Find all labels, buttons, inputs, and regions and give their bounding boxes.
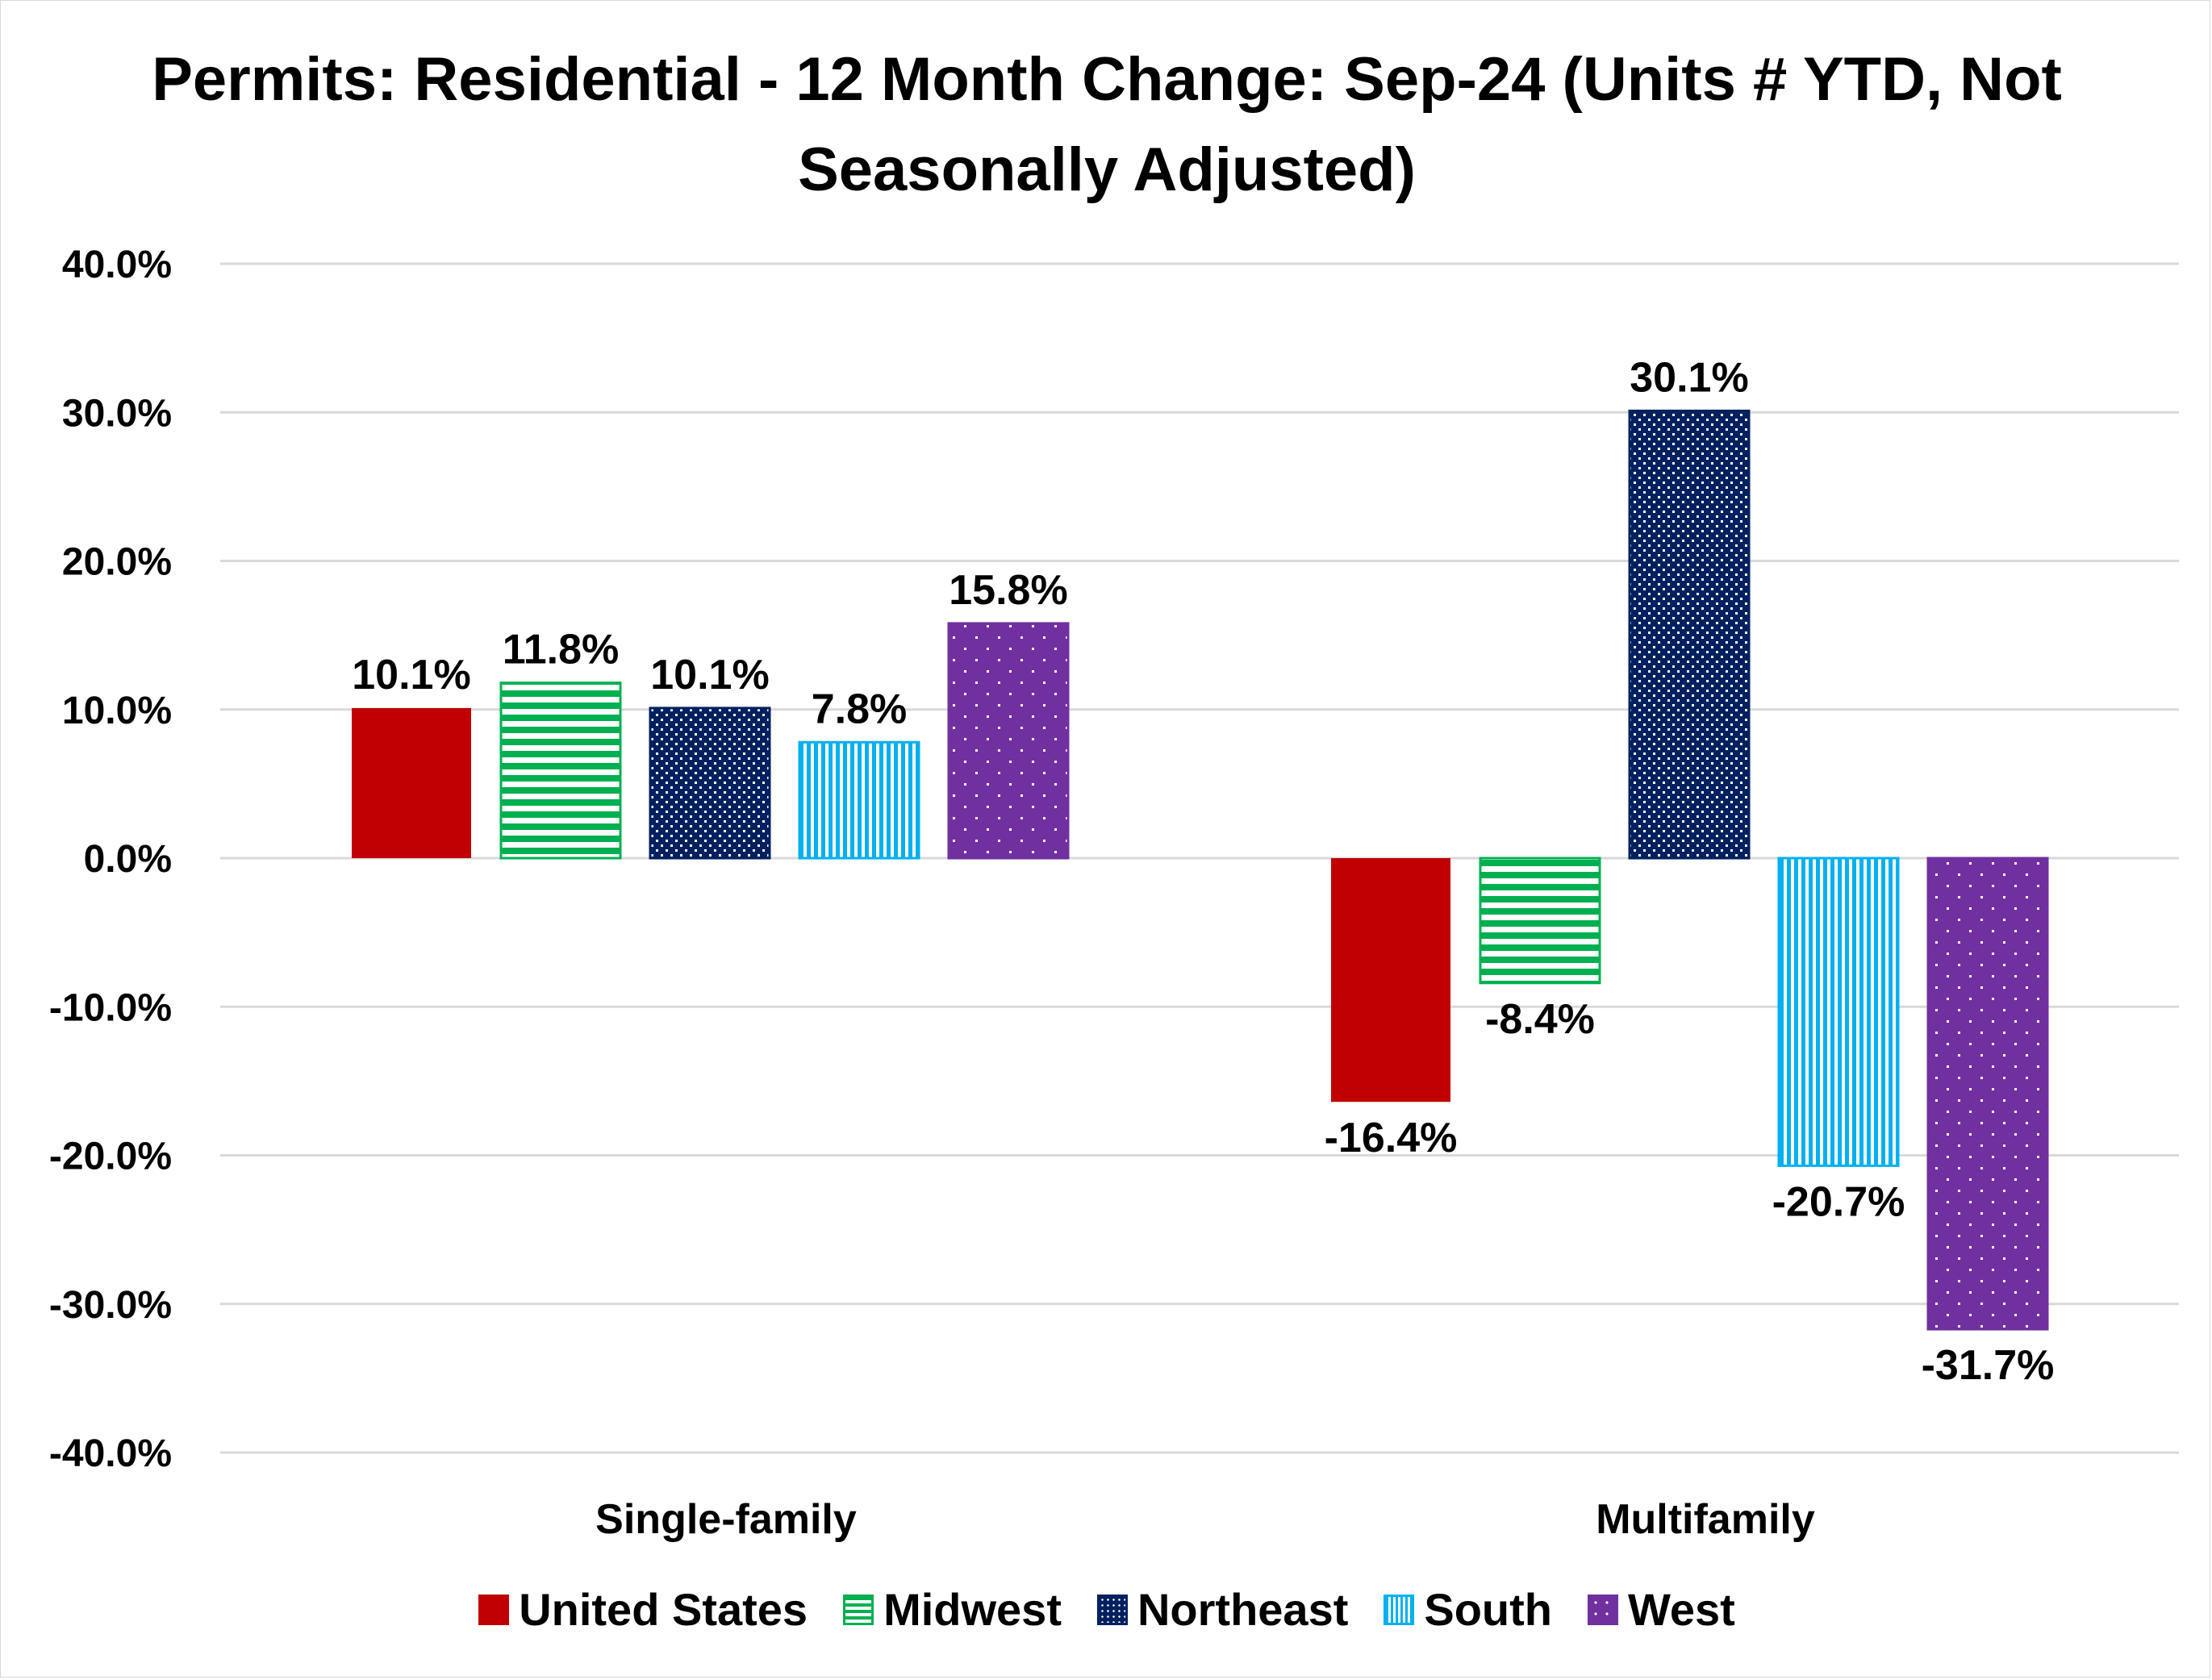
bar-south-single-family [798,740,920,860]
y-axis-ticks: 40.0% 30.0% 20.0% 10.0% 0.0% -10.0% -20.0% -30.… [49,244,172,1475]
bar-west-single-family [947,622,1070,860]
x-axis-categories: Single-family Multifamily [595,1496,1815,1543]
legend-swatch [478,1594,510,1625]
legend-item-west: West [1588,1583,1735,1636]
y-tick-label: 0.0% [84,838,172,881]
legend: United States Midwest Northeast South West [1,1583,2212,1636]
data-labels: 10.1% 11.8% 10.1% 7.8% 15.8% -16.4% -8.4% 30.1%… [352,354,2054,1389]
x-category-label: Single-family [595,1496,857,1543]
y-tick-label: -10.0% [49,986,172,1029]
data-label: -16.4% [1325,1115,1458,1161]
data-label: -20.7% [1772,1178,1905,1225]
y-tick-label: -30.0% [49,1284,172,1327]
y-tick-label: 10.0% [62,690,172,732]
data-label: -8.4% [1485,996,1595,1043]
data-label: 11.8% [503,627,620,673]
legend-item-south: South [1384,1583,1552,1636]
bar-united-states-single-family [352,707,471,858]
bar-south-multifamily [1777,857,1900,1167]
bar-northeast-single-family [649,707,771,860]
bars [352,409,2049,1331]
legend-label: South [1424,1584,1552,1635]
legend-swatch [843,1594,874,1625]
legend-swatch [1588,1594,1618,1625]
bar-united-states-multifamily [1331,858,1450,1103]
data-label: 7.8% [812,686,908,732]
data-label: 10.1% [352,652,470,698]
legend-item-midwest: Midwest [843,1583,1062,1636]
bar-midwest-multifamily [1479,857,1601,985]
y-tick-label: -40.0% [49,1432,172,1475]
data-label: 30.1% [1630,354,1748,401]
legend-label: Midwest [883,1584,1062,1635]
legend-swatch [1384,1594,1415,1625]
y-tick-label: -20.0% [49,1136,172,1178]
legend-item-northeast: Northeast [1096,1583,1349,1636]
bar-midwest-single-family [499,682,622,860]
y-tick-label: 30.0% [62,392,172,435]
legend-label: Northeast [1137,1584,1349,1635]
data-label: 15.8% [949,567,1067,614]
legend-swatch [1096,1594,1128,1625]
legend-item-united-states: United States [478,1583,808,1636]
data-label: 10.1% [650,652,769,698]
legend-label: West [1628,1584,1735,1635]
x-category-label: Multifamily [1596,1496,1815,1543]
y-tick-label: 20.0% [62,541,172,584]
bar-northeast-multifamily [1628,409,1751,860]
y-tick-label: 40.0% [62,244,172,286]
chart-title: Permits: Residential - 12 Month Change: … [152,45,2062,204]
bar-west-multifamily [1926,857,2049,1331]
legend-label: United States [519,1584,808,1635]
data-label: -31.7% [1922,1342,2055,1389]
